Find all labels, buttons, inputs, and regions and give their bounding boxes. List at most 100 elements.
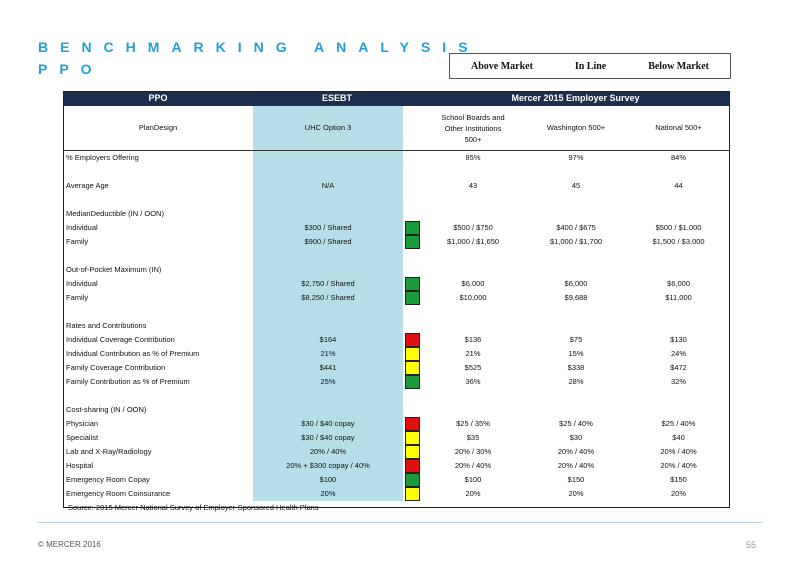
school-boards-value: 20% / 40% bbox=[454, 461, 492, 470]
washington-value: 20% / 40% bbox=[557, 461, 595, 470]
national-value: 44 bbox=[674, 181, 683, 190]
washington-value: $150 bbox=[567, 475, 585, 484]
esebt-value bbox=[253, 319, 403, 333]
washington-value bbox=[525, 207, 627, 221]
status-indicator-yellow bbox=[404, 487, 420, 501]
indicator-cell bbox=[403, 389, 421, 403]
school-boards-value: $500 / $750 bbox=[453, 223, 493, 232]
school-boards-value bbox=[421, 389, 525, 403]
footer-divider bbox=[38, 522, 762, 523]
national-value: $500 / $1,000 bbox=[655, 223, 702, 232]
national-value: $11,000 bbox=[665, 293, 692, 302]
national-value: 24% bbox=[671, 349, 687, 358]
washington-value: 15% bbox=[568, 349, 584, 358]
national-value: $40 bbox=[672, 433, 685, 442]
esebt-value: 20% bbox=[253, 487, 403, 501]
indicator-cell bbox=[403, 403, 421, 417]
indicator-cell bbox=[403, 291, 421, 305]
row-label: Individual Contribution as % of Premium bbox=[66, 349, 200, 358]
row-label: Individual bbox=[66, 279, 98, 288]
school-boards-value: 20% / 30% bbox=[454, 447, 492, 456]
esebt-value: $900 / Shared bbox=[253, 235, 403, 249]
indicator-cell bbox=[403, 417, 421, 431]
indicator-cell bbox=[403, 431, 421, 445]
esebt-value bbox=[253, 193, 403, 207]
national-value bbox=[627, 165, 730, 179]
national-value: $1,500 / $3,000 bbox=[652, 237, 705, 246]
row-label: Family bbox=[66, 237, 89, 246]
indicator-cell bbox=[403, 249, 421, 263]
status-indicator-red bbox=[404, 417, 420, 431]
table-row: Average Age N/A 43 45 44 bbox=[63, 179, 730, 193]
row-label: Family Coverage Contribution bbox=[66, 363, 166, 372]
esebt-value: $30 / $40 copay bbox=[253, 417, 403, 431]
table-row: Hospital 20% + $300 copay / 40% 20% / 40% 2… bbox=[63, 459, 730, 473]
table-row: Individual $2,750 / Shared $6,000 $6,000 $6,… bbox=[63, 277, 730, 291]
national-value: $6,000 bbox=[667, 279, 690, 288]
indicator-cell bbox=[403, 221, 421, 235]
row-label: Rates and Contributions bbox=[66, 321, 147, 330]
esebt-value: $100 bbox=[253, 473, 403, 487]
school-boards-value bbox=[421, 403, 525, 417]
school-boards-value bbox=[421, 165, 525, 179]
page-title-line1: BENCHMARKING ANALYSIS bbox=[38, 39, 480, 55]
indicator-cell bbox=[403, 305, 421, 319]
subheader-washington: Washington 500+ bbox=[525, 105, 628, 151]
legend-in-line: In Line bbox=[574, 60, 607, 72]
status-indicator-red bbox=[404, 333, 420, 347]
school-boards-value: $1,000 / $1,650 bbox=[446, 237, 500, 246]
esebt-value: 20% / 40% bbox=[253, 445, 403, 459]
table-header-row: PPO ESEBT Mercer 2015 Employer Survey bbox=[63, 91, 731, 106]
row-label: MedianDeductible (IN / OON) bbox=[66, 209, 164, 218]
washington-value: $30 bbox=[569, 433, 583, 442]
esebt-value bbox=[253, 207, 403, 221]
legend-below-market: Below Market bbox=[648, 60, 710, 72]
table-row bbox=[63, 249, 730, 263]
esebt-value: $30 / $40 copay bbox=[253, 431, 403, 445]
national-value: 32% bbox=[671, 377, 687, 386]
indicator-cell bbox=[403, 179, 421, 193]
table-row: Family $8,250 / Shared $10,000 $9,688 $11,00… bbox=[63, 291, 730, 305]
washington-value: 45 bbox=[571, 181, 581, 190]
washington-value bbox=[525, 403, 627, 417]
school-boards-value: 36% bbox=[465, 377, 481, 386]
national-value: $25 / 40% bbox=[661, 419, 696, 428]
status-indicator-green bbox=[404, 291, 420, 305]
indicator-cell bbox=[403, 319, 421, 333]
washington-value bbox=[525, 389, 627, 403]
legend-above-market: Above Market bbox=[470, 60, 533, 72]
esebt-value bbox=[253, 305, 403, 319]
school-boards-value bbox=[421, 249, 525, 263]
washington-value bbox=[525, 165, 627, 179]
subheader-esebt-plan: UHC Option 3 bbox=[253, 105, 403, 151]
school-boards-value bbox=[421, 305, 525, 319]
row-label: Out-of-Pocket Maximum (IN) bbox=[66, 265, 162, 274]
esebt-value bbox=[253, 263, 403, 277]
school-boards-value: $10,000 bbox=[459, 293, 487, 302]
table-row: Family $900 / Shared $1,000 / $1,650 $1,000… bbox=[63, 235, 730, 249]
table-row: Rates and Contributions bbox=[63, 319, 730, 333]
row-label: Lab and X-Ray/Radiology bbox=[66, 447, 152, 456]
washington-value bbox=[525, 249, 627, 263]
school-boards-value: 43 bbox=[468, 181, 478, 190]
row-label bbox=[63, 249, 253, 263]
row-label bbox=[63, 389, 253, 403]
row-label: Individual bbox=[66, 223, 98, 232]
table-row: % Employers Offering 85% 97% 84% bbox=[63, 150, 730, 165]
esebt-value: 20% + $300 copay / 40% bbox=[253, 459, 403, 473]
esebt-value: $441 bbox=[253, 361, 403, 375]
status-indicator-yellow bbox=[404, 445, 420, 459]
washington-value bbox=[525, 305, 627, 319]
esebt-value bbox=[253, 150, 403, 165]
row-label: Specialist bbox=[66, 433, 99, 442]
school-boards-value bbox=[421, 319, 525, 333]
national-value bbox=[627, 305, 730, 319]
school-boards-value: 20% bbox=[465, 489, 481, 498]
status-indicator-green bbox=[404, 473, 420, 487]
row-label bbox=[63, 165, 253, 179]
esebt-value bbox=[253, 403, 403, 417]
washington-value: 20% / 40% bbox=[557, 447, 595, 456]
table-row: Individual $300 / Shared $500 / $750 $400 /… bbox=[63, 221, 730, 235]
copyright-footer: © MERCER 2016 bbox=[38, 540, 101, 549]
table-row: Emergency Room Copay $100 $100 $150 $150 bbox=[63, 473, 730, 487]
